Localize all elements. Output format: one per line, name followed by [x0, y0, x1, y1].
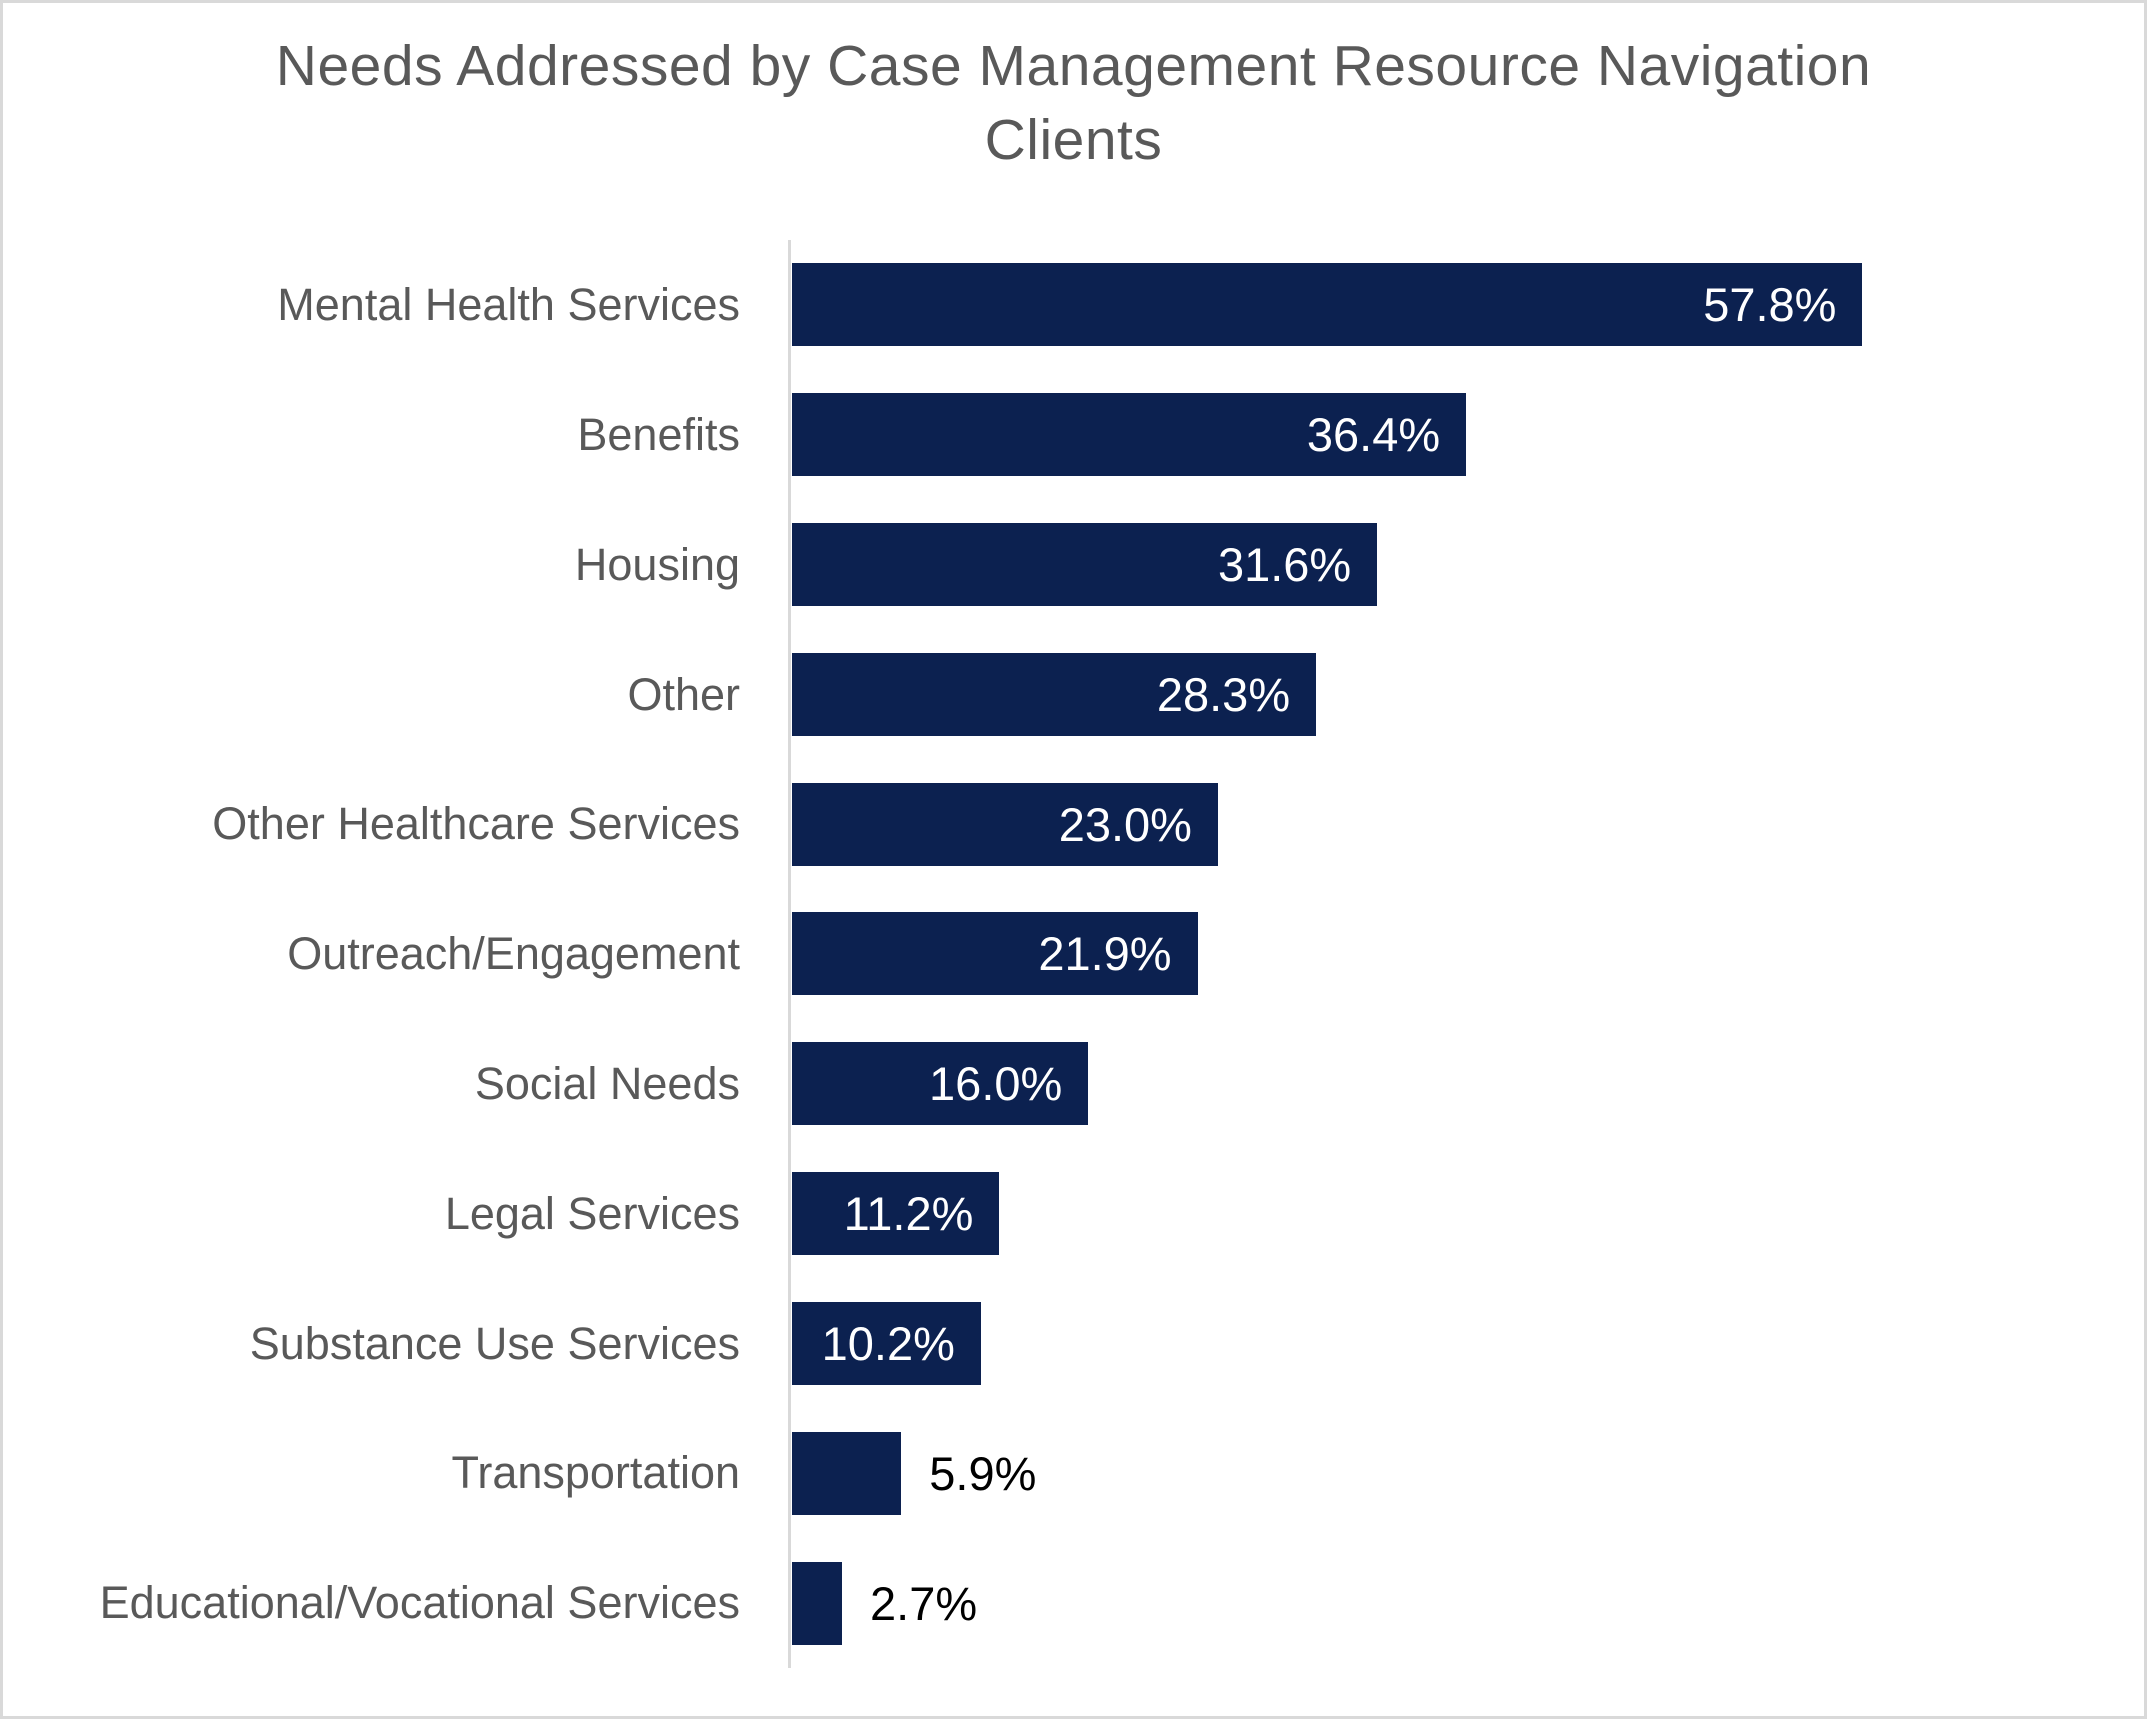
category-label: Mental Health Services — [277, 279, 740, 331]
category-label: Educational/Vocational Services — [99, 1577, 740, 1629]
bar: 11.2% — [792, 1172, 1000, 1256]
bar-track: 31.6% — [789, 523, 2144, 607]
bar-row: Educational/Vocational Services 2.7% — [3, 1538, 2144, 1668]
bar-row: Legal Services 11.2% — [3, 1149, 2144, 1279]
category-label: Social Needs — [474, 1058, 740, 1110]
bar — [792, 1431, 902, 1515]
bar-track: 2.7% — [789, 1561, 2144, 1645]
plot-area: Mental Health Services 57.8% Benefits 36… — [3, 240, 2144, 1668]
bar-row: Social Needs 16.0% — [3, 1019, 2144, 1149]
bar-track: 5.9% — [789, 1431, 2144, 1515]
bar-row: Outreach/Engagement 21.9% — [3, 889, 2144, 1019]
value-label-inside: 31.6% — [1217, 538, 1352, 592]
value-label-inside: 10.2% — [821, 1316, 955, 1370]
bar-track: 21.9% — [789, 912, 2144, 996]
chart-title-line-2: Clients — [984, 108, 1163, 172]
category-label: Transportation — [451, 1447, 740, 1499]
bar-row: Mental Health Services 57.8% — [3, 240, 2144, 370]
bar-track: 23.0% — [789, 782, 2144, 866]
value-label-inside: 11.2% — [843, 1187, 974, 1241]
value-label-inside: 16.0% — [929, 1057, 1063, 1111]
bar-track: 16.0% — [789, 1042, 2144, 1126]
value-label-inside: 57.8% — [1703, 278, 1837, 332]
bar-row: Substance Use Services 10.2% — [3, 1279, 2144, 1409]
value-label-inside: 36.4% — [1306, 408, 1441, 462]
value-label-inside: 21.9% — [1038, 927, 1172, 981]
bar: 28.3% — [792, 652, 1317, 736]
chart-title: Needs Addressed by Case Management Resou… — [3, 29, 2144, 177]
category-label: Other Healthcare Services — [212, 798, 740, 850]
bar-row: Other Healthcare Services 23.0% — [3, 759, 2144, 889]
y-axis-line — [788, 240, 791, 1668]
bar: 57.8% — [792, 263, 1863, 347]
bar-track: 36.4% — [789, 393, 2144, 477]
value-label-outside: 2.7% — [870, 1576, 978, 1630]
value-label-outside: 5.9% — [929, 1446, 1037, 1500]
value-label-inside: 23.0% — [1058, 797, 1192, 851]
category-label: Housing — [574, 538, 740, 590]
bar-row: Benefits 36.4% — [3, 370, 2144, 500]
category-label: Substance Use Services — [249, 1317, 740, 1369]
bar-track: 10.2% — [789, 1301, 2144, 1385]
category-label: Outreach/Engagement — [287, 928, 740, 980]
chart-title-line-1: Needs Addressed by Case Management Resou… — [275, 34, 1872, 98]
bar-row: Other 28.3% — [3, 629, 2144, 759]
category-label: Other — [627, 668, 740, 720]
bar-row: Transportation 5.9% — [3, 1408, 2144, 1538]
bar: 36.4% — [792, 393, 1467, 477]
category-label: Legal Services — [444, 1187, 740, 1239]
value-label-inside: 28.3% — [1156, 667, 1291, 721]
bar: 31.6% — [792, 523, 1378, 607]
bar — [792, 1561, 842, 1645]
bar-row: Housing 31.6% — [3, 500, 2144, 630]
bar: 10.2% — [792, 1301, 981, 1385]
bar-track: 57.8% — [789, 263, 2144, 347]
bar-track: 28.3% — [789, 652, 2144, 736]
category-label: Benefits — [577, 408, 740, 460]
bar-track: 11.2% — [789, 1172, 2144, 1256]
bar: 21.9% — [792, 912, 1198, 996]
bar: 23.0% — [792, 782, 1218, 866]
bar: 16.0% — [792, 1042, 1089, 1126]
